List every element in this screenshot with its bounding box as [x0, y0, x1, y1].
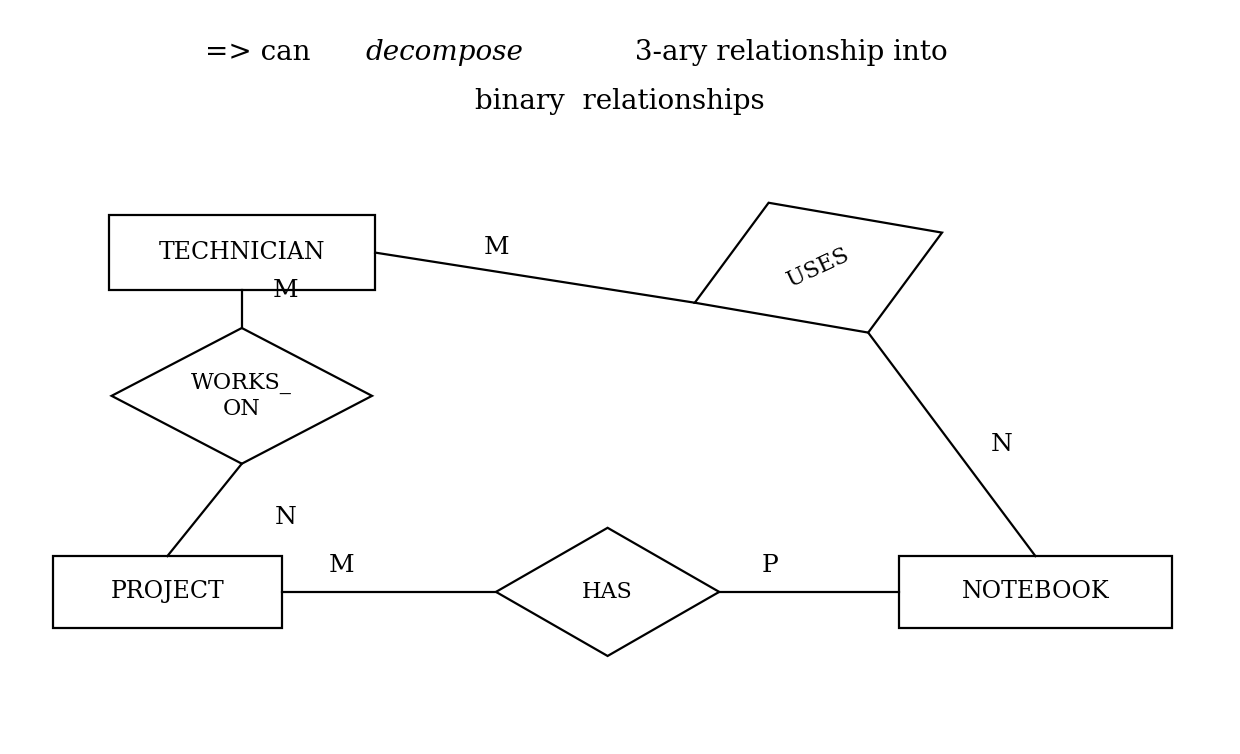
Text: HAS: HAS: [583, 581, 632, 603]
Bar: [109, 215, 374, 290]
Text: binary  relationships: binary relationships: [475, 88, 765, 115]
Text: N: N: [991, 433, 1012, 456]
Text: 3-ary relationship into: 3-ary relationship into: [626, 39, 947, 66]
Text: decompose: decompose: [366, 39, 523, 66]
Text: PROJECT: PROJECT: [110, 581, 224, 603]
Text: USES: USES: [784, 244, 853, 292]
Text: M: M: [484, 236, 510, 259]
Text: WORKS_
ON: WORKS_ ON: [191, 372, 293, 419]
Polygon shape: [694, 203, 942, 333]
Bar: [899, 556, 1172, 627]
Bar: [53, 556, 283, 627]
Text: M: M: [273, 279, 298, 302]
Text: => can: => can: [205, 39, 319, 66]
Text: N: N: [274, 506, 296, 529]
Polygon shape: [496, 528, 719, 656]
Text: NOTEBOOK: NOTEBOOK: [961, 581, 1110, 603]
Text: M: M: [329, 554, 355, 577]
Text: TECHNICIAN: TECHNICIAN: [159, 241, 325, 264]
Text: P: P: [761, 554, 777, 577]
Polygon shape: [112, 328, 372, 464]
